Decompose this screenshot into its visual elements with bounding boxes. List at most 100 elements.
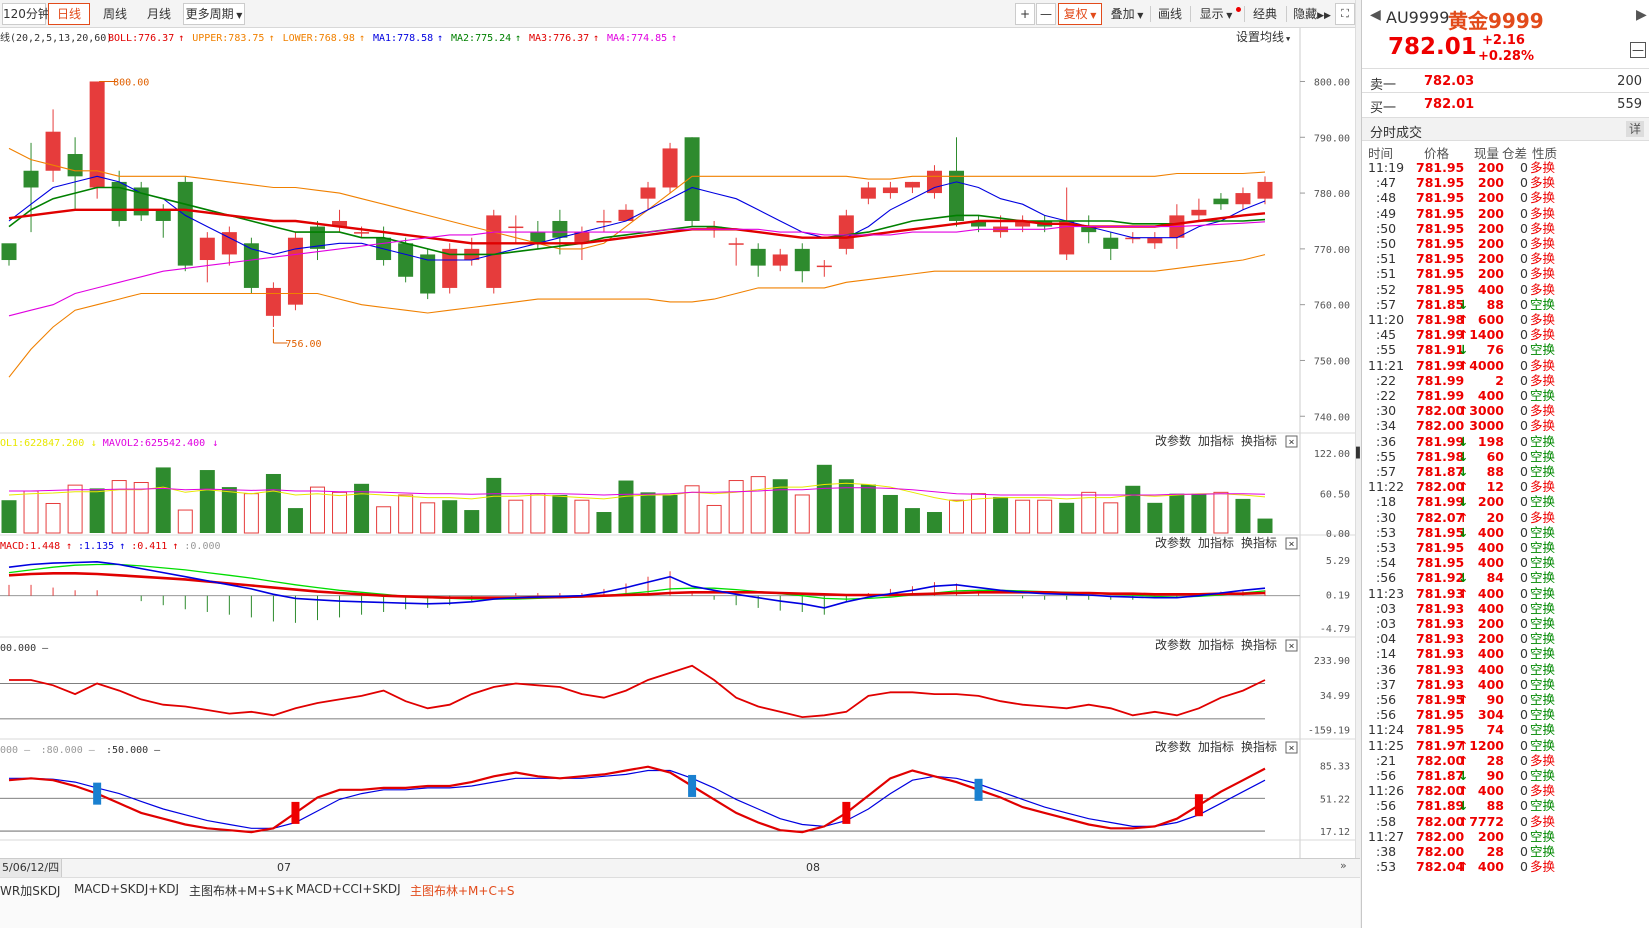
trade-oi-change: 0 — [1520, 464, 1528, 479]
tab-macd-cci-skdj[interactable]: MACD+CCI+SKDJ — [296, 882, 401, 896]
volume-bar — [23, 490, 39, 534]
panel-button-1[interactable]: 加指标 — [1198, 637, 1234, 652]
display-label: 显示 — [1199, 7, 1224, 21]
panel-button-1[interactable]: 加指标 — [1198, 535, 1234, 550]
scroll-right-icon[interactable]: » — [1340, 859, 1347, 872]
trade-nature: 空换 — [1530, 464, 1556, 479]
ma-settings-button[interactable]: 设置均线 — [1236, 30, 1284, 44]
period-120min-button[interactable]: 120分钟 — [2, 3, 50, 25]
chart-area[interactable]: 线(20,2,5,13,20,60)BOLL:776.37 ↑ UPPER:783.… — [0, 28, 1355, 858]
legend-arrow-icon: ↑ — [437, 33, 443, 44]
macd-legend-3: :0.000 — [184, 541, 220, 552]
panel-button-2[interactable]: 换指标 — [1241, 433, 1277, 448]
kdj-legend-1: :80.000 – — [41, 745, 96, 756]
candle-body — [67, 154, 83, 177]
candle-body — [111, 181, 127, 221]
trade-price: 782.00 — [1416, 418, 1465, 434]
y-tick-label: 34.99 — [1320, 691, 1350, 702]
panel-button-0[interactable]: 改参数 — [1155, 433, 1191, 448]
y-tick-label: 122.00 — [1314, 449, 1350, 460]
trade-oi-change: 0 — [1520, 266, 1528, 282]
period-weekly-button[interactable]: 周线 — [102, 7, 127, 21]
caret-down-icon: ▼ — [1087, 11, 1097, 20]
trade-volume: 400 — [1477, 859, 1504, 875]
trade-time: :36 — [1376, 433, 1397, 449]
panel-splitter[interactable]: ▌ — [1355, 0, 1364, 928]
more-periods-dropdown[interactable]: 更多周期 ▼ — [183, 3, 245, 25]
trade-oi-change: 0 — [1520, 585, 1528, 601]
zoom-in-button[interactable]: + — [1015, 3, 1035, 25]
volume-bar — [640, 492, 656, 533]
panel-button-1[interactable]: 加指标 — [1198, 739, 1234, 754]
volume-bar — [332, 491, 348, 534]
panel-button-2[interactable]: 换指标 — [1241, 637, 1277, 652]
trade-list-scrollbar[interactable] — [1644, 160, 1649, 928]
tab-boll-m-s-k[interactable]: 主图布林+M+S+K — [189, 884, 294, 898]
trade-volume: 90 — [1486, 692, 1504, 707]
trade-row: :37 781.93 400 0 空换 — [1362, 677, 1649, 692]
zoom-out-button[interactable]: — — [1036, 3, 1056, 25]
collapse-arrow-icon[interactable]: ▌ — [1356, 448, 1364, 459]
tab-macd-skdj-kdj[interactable]: MACD+SKDJ+KDJ — [74, 882, 179, 896]
trade-row: :30 782.07 ↑ 20 0 多换 — [1362, 510, 1649, 525]
tab-wr-skdj[interactable]: WR加SKDJ — [0, 884, 61, 898]
macd-dif — [8, 560, 1266, 609]
panel-close-button[interactable] — [1285, 741, 1298, 754]
trade-price: 781.93 — [1416, 585, 1465, 601]
trade-price: 781.91 — [1416, 342, 1465, 358]
arrow-down-icon: ↓ — [1458, 494, 1469, 510]
minimize-icon[interactable]: — — [1630, 42, 1646, 58]
trade-time: :14 — [1376, 646, 1397, 662]
trade-oi-change: 0 — [1520, 676, 1528, 692]
volume-bar — [1103, 502, 1119, 534]
draw-line-button[interactable]: 画线 — [1157, 7, 1182, 21]
panel-button-1[interactable]: 加指标 — [1198, 433, 1234, 448]
trade-oi-change: 0 — [1520, 646, 1528, 662]
panel-button-2[interactable]: 换指标 — [1241, 739, 1277, 754]
panel-close-button[interactable] — [1285, 537, 1298, 550]
trade-price: 781.95 — [1416, 190, 1465, 206]
panel-close-button[interactable] — [1285, 639, 1298, 652]
trade-volume: 400 — [1477, 661, 1504, 677]
period-monthly-button[interactable]: 月线 — [146, 7, 171, 21]
fullscreen-icon[interactable]: ⛶ — [1335, 3, 1355, 25]
trade-price: 781.95 — [1416, 160, 1465, 175]
trade-volume: 4000 — [1469, 357, 1504, 373]
close-icon: × — [1288, 539, 1294, 550]
panel-button-0[interactable]: 改参数 — [1155, 739, 1191, 754]
trade-row: :14 781.93 400 0 空换 — [1362, 646, 1649, 661]
next-symbol-icon[interactable]: ▶ — [1636, 7, 1647, 23]
adjust-dropdown[interactable]: 复权 ▼ — [1058, 3, 1102, 25]
trade-volume: 1200 — [1469, 737, 1504, 753]
display-dropdown[interactable]: 显示 ▼ — [1194, 3, 1238, 25]
detail-button[interactable]: 详 — [1626, 121, 1644, 137]
trade-volume: 200 — [1477, 175, 1504, 191]
trade-nature: 多换 — [1530, 160, 1556, 175]
trade-oi-change: 0 — [1520, 798, 1528, 814]
trade-time: 11:25 — [1368, 737, 1405, 753]
overlay-dropdown[interactable]: 叠加 ▼ — [1106, 3, 1148, 25]
trade-oi-change: 0 — [1520, 160, 1528, 175]
panel-close-button[interactable] — [1285, 435, 1298, 448]
y-tick-label: 740.00 — [1314, 412, 1350, 423]
trade-nature: 空换 — [1530, 768, 1556, 783]
trade-row: :48 781.95 200 0 多换 — [1362, 190, 1649, 205]
panel-button-0[interactable]: 改参数 — [1155, 637, 1191, 652]
low-annotation: 756.00 — [285, 339, 321, 350]
panel-button-2[interactable]: 换指标 — [1241, 535, 1277, 550]
hide-button[interactable]: 隐藏▶▶ — [1290, 3, 1334, 25]
tab-boll-m-c-s[interactable]: 主图布林+M+C+S — [410, 884, 515, 898]
period-daily-button[interactable]: 日线 — [48, 3, 90, 25]
prev-symbol-icon[interactable]: ◀ — [1370, 7, 1381, 23]
tick-trade-list[interactable]: 11:19 781.95 200 0 多换:47 781.95 200 0 多换:48 781.9… — [1362, 160, 1649, 928]
trade-volume: 3000 — [1469, 418, 1504, 434]
candle-body — [332, 220, 348, 227]
candle-body — [1015, 220, 1031, 227]
classic-button[interactable]: 经典 — [1252, 7, 1277, 21]
trade-nature: 空换 — [1530, 616, 1556, 631]
trade-nature: 多换 — [1530, 403, 1556, 419]
trade-volume: 200 — [1477, 236, 1504, 251]
trade-price: 781.93 — [1416, 646, 1465, 662]
panel-button-0[interactable]: 改参数 — [1155, 535, 1191, 550]
trade-price: 781.99 — [1416, 494, 1465, 510]
